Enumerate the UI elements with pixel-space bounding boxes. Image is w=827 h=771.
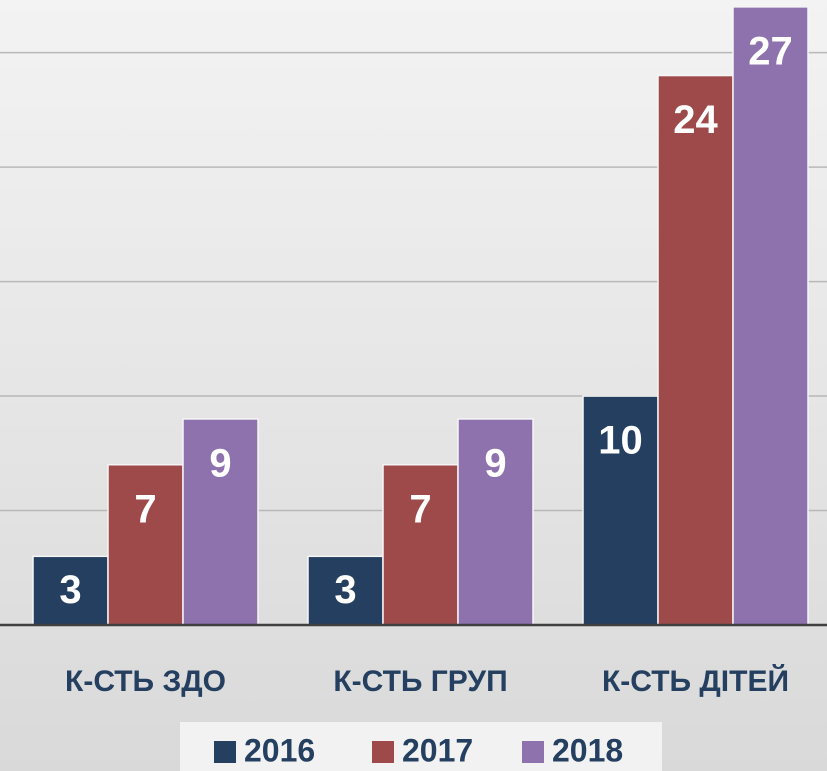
value-label: 7 bbox=[134, 487, 156, 531]
bar bbox=[107, 463, 184, 626]
x-tick-label: К-СТЬ ДІТЕЙ bbox=[602, 664, 789, 698]
value-label: 10 bbox=[598, 419, 643, 463]
legend-label: 2016 bbox=[244, 732, 315, 768]
legend-label: 2018 bbox=[552, 732, 623, 768]
value-label: 9 bbox=[209, 442, 231, 486]
legend-swatch bbox=[214, 741, 236, 763]
bar bbox=[32, 555, 109, 626]
legend-box bbox=[180, 722, 662, 771]
bar bbox=[657, 74, 734, 626]
legend-swatch bbox=[372, 741, 394, 763]
value-label: 24 bbox=[673, 98, 718, 142]
value-label: 3 bbox=[334, 568, 356, 612]
value-label: 3 bbox=[59, 568, 81, 612]
value-label: 7 bbox=[409, 487, 431, 531]
x-tick-label: К-СТЬ ГРУП bbox=[333, 665, 507, 698]
x-tick-label: К-СТЬ ЗДО bbox=[65, 665, 226, 698]
bar bbox=[307, 555, 384, 626]
bar bbox=[182, 418, 259, 626]
legend-label: 2017 bbox=[402, 732, 473, 768]
value-label: 27 bbox=[748, 29, 793, 73]
bar bbox=[582, 395, 659, 626]
value-label: 9 bbox=[484, 442, 506, 486]
legend-swatch bbox=[522, 741, 544, 763]
bar bbox=[732, 6, 809, 626]
